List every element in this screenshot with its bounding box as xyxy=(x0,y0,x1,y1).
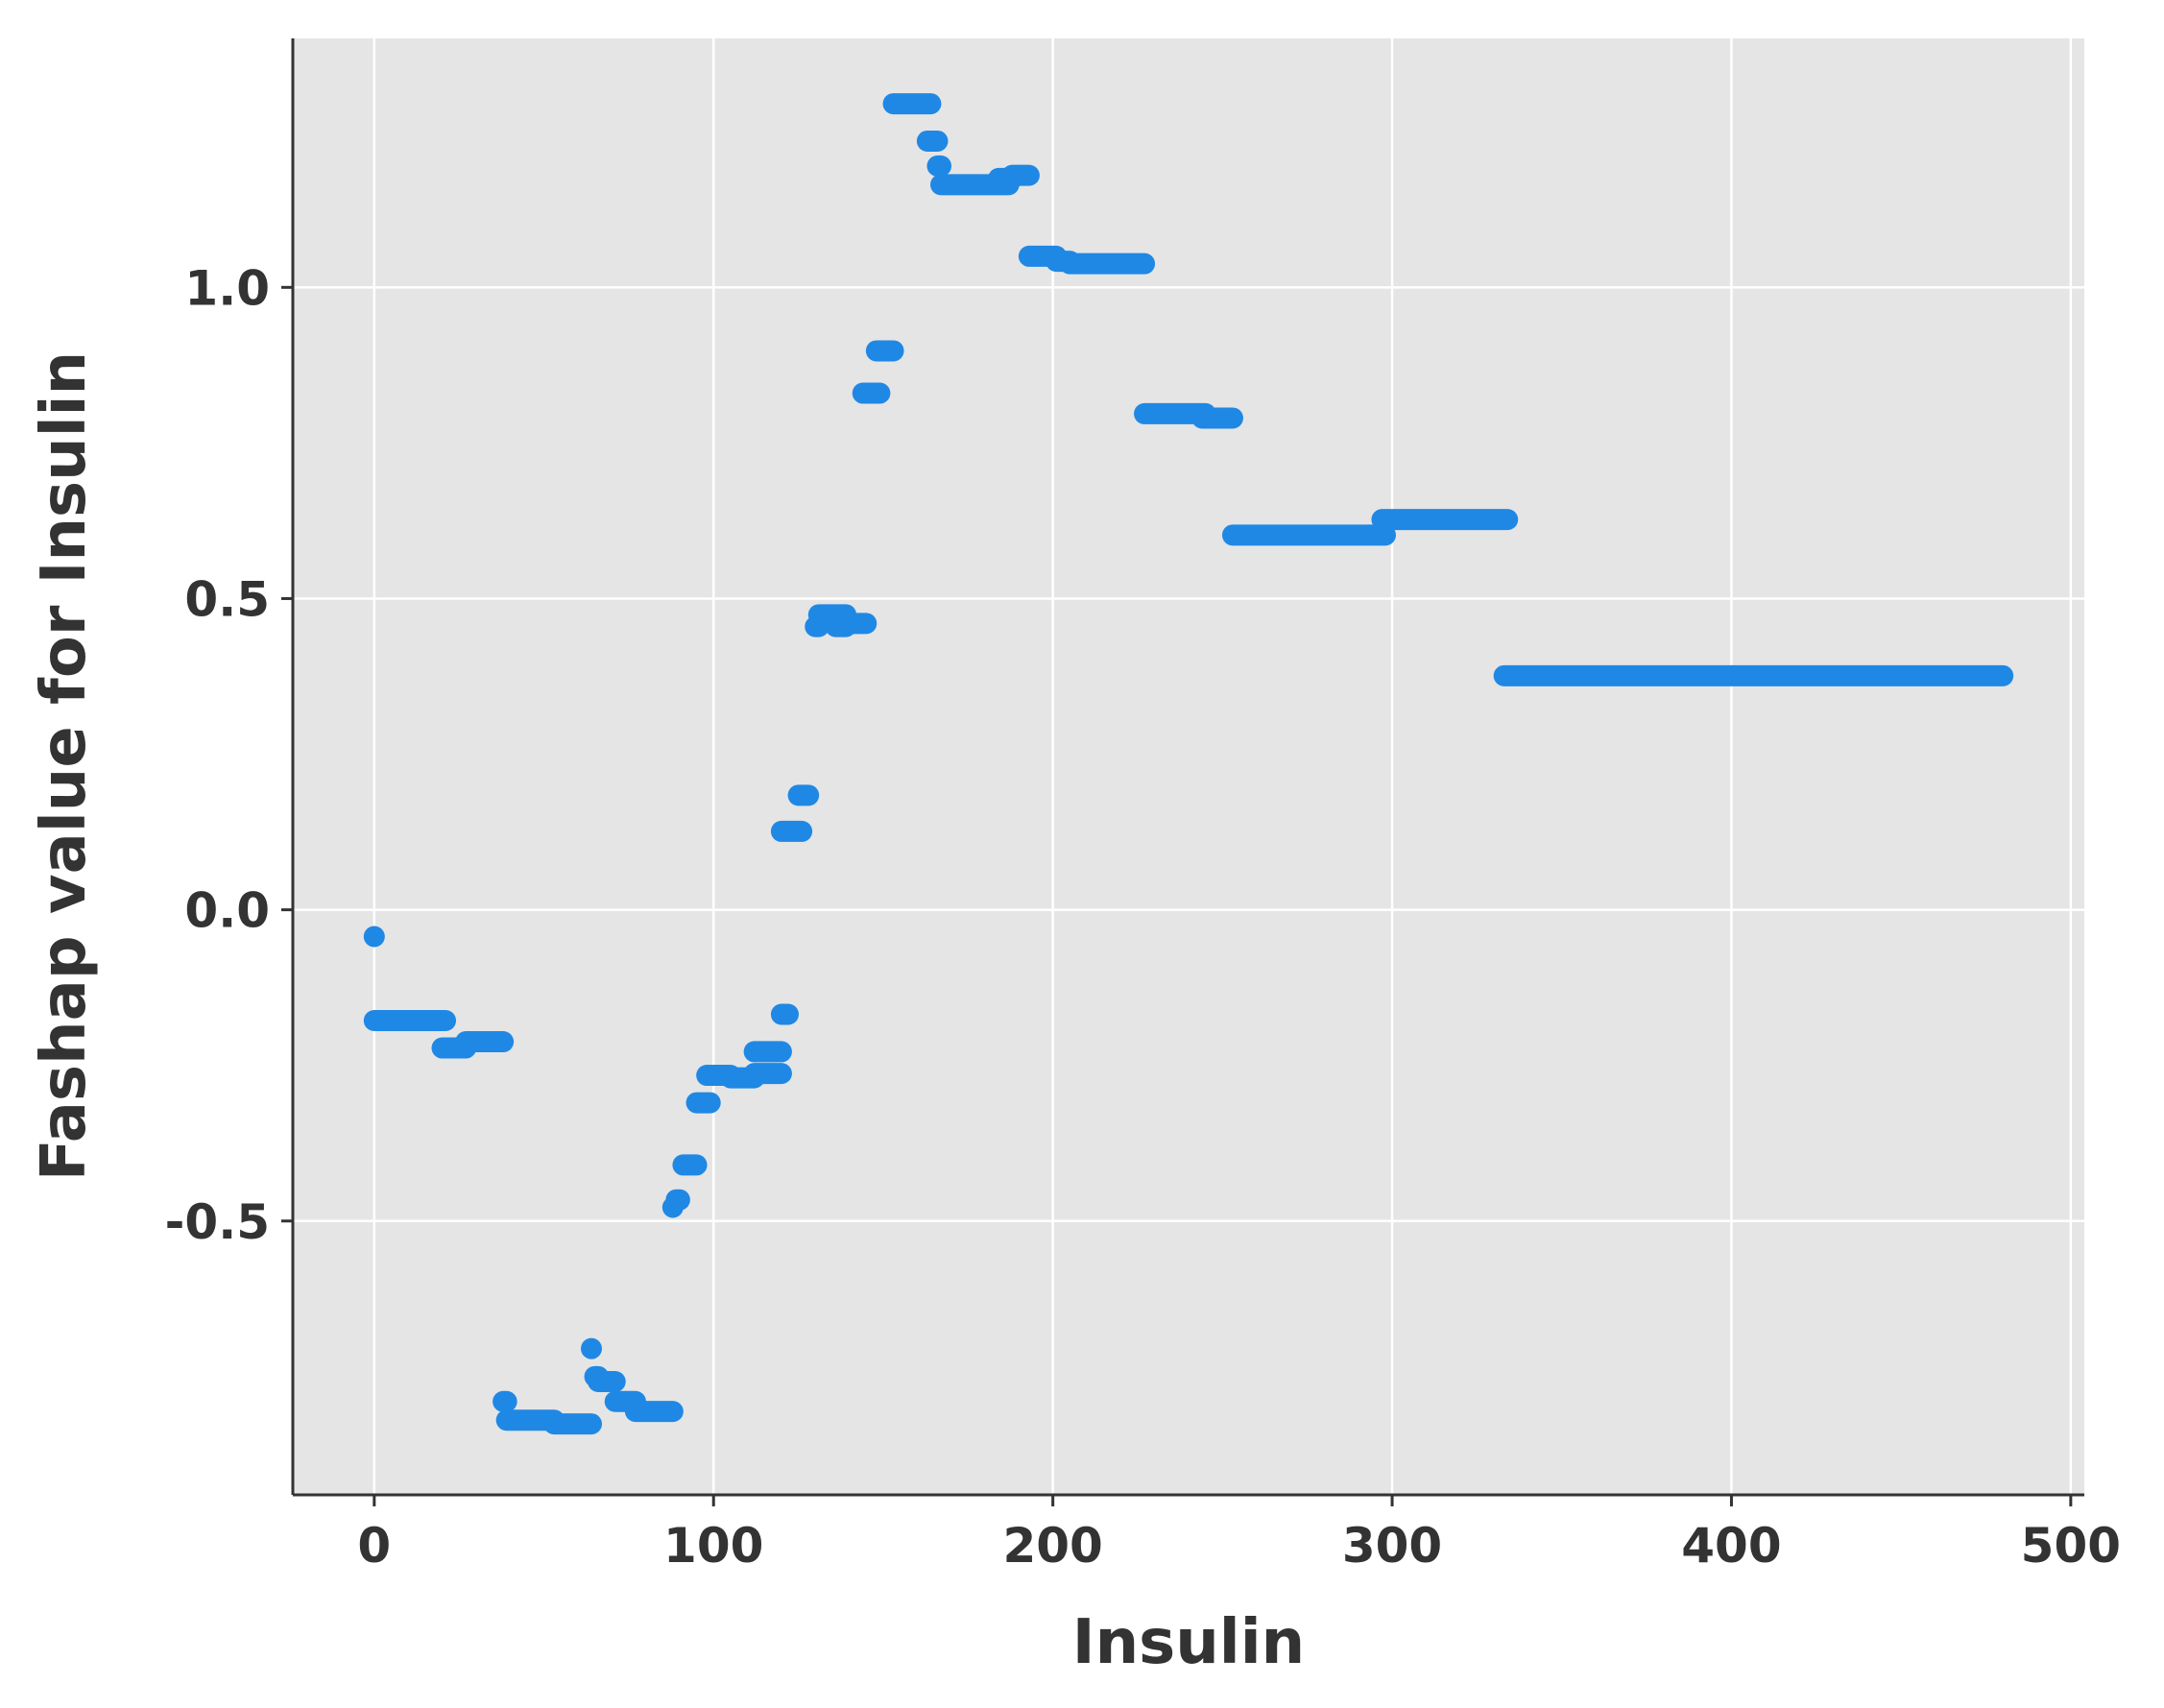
x-tick-label: 100 xyxy=(663,1518,763,1574)
y-tick-label: 1.0 xyxy=(184,260,270,316)
y-axis-title: Fashap value for Insulin xyxy=(29,351,100,1181)
y-tick-label: 0.0 xyxy=(184,883,270,939)
plot-background xyxy=(293,38,2084,1495)
y-tick-label: -0.5 xyxy=(165,1194,270,1250)
x-tick-label: 400 xyxy=(1681,1518,1781,1574)
axis-ticks: 0 100 200 300 400 500 -0.5 0.0 0.5 1.0 xyxy=(165,260,2121,1574)
x-axis-title: Insulin xyxy=(1072,1607,1305,1678)
data-point xyxy=(581,1337,602,1359)
y-tick-label: 0.5 xyxy=(184,571,270,627)
x-tick-label: 0 xyxy=(357,1518,391,1574)
x-tick-label: 500 xyxy=(2021,1518,2121,1574)
grid-lines xyxy=(293,38,2084,1495)
x-tick-label: 200 xyxy=(1002,1518,1102,1574)
data-point xyxy=(363,926,385,948)
x-tick-label: 300 xyxy=(1342,1518,1442,1574)
data-points xyxy=(363,93,2014,1435)
